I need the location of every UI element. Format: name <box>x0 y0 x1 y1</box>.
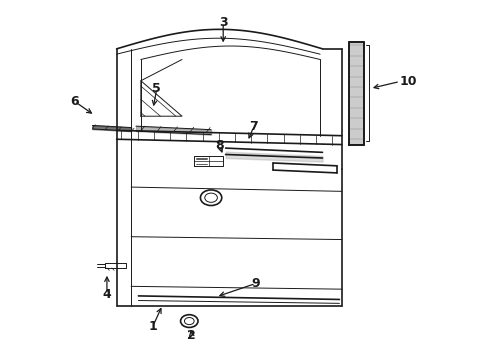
Text: 9: 9 <box>251 277 260 290</box>
Text: 4: 4 <box>102 288 111 301</box>
Polygon shape <box>349 42 364 145</box>
Text: 6: 6 <box>70 95 79 108</box>
Text: 8: 8 <box>216 139 224 152</box>
Text: 3: 3 <box>219 16 227 29</box>
Text: 2: 2 <box>187 329 196 342</box>
Text: 1: 1 <box>148 320 157 333</box>
Text: 10: 10 <box>400 75 417 88</box>
Text: 5: 5 <box>152 82 161 95</box>
Text: 7: 7 <box>249 120 258 133</box>
